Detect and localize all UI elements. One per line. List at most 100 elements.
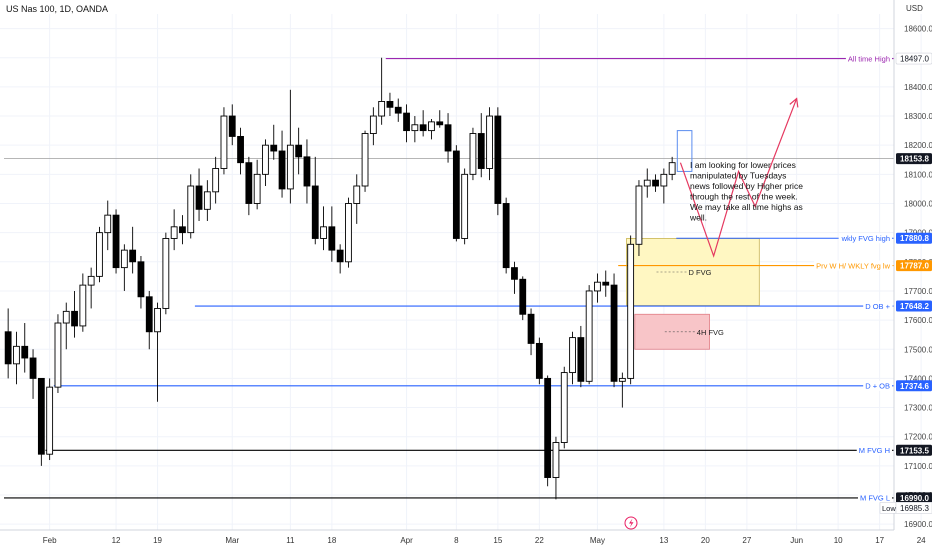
low-price-badge <box>895 502 932 514</box>
candle <box>527 308 535 356</box>
candle <box>79 273 87 332</box>
candle-body <box>668 162 676 175</box>
candle-body <box>320 226 327 239</box>
candle <box>96 226 103 283</box>
level-label: wkly FVG high <box>841 234 890 243</box>
candle <box>544 375 552 487</box>
candle <box>228 104 236 146</box>
lightning-bolt-icon[interactable] <box>624 516 638 530</box>
candle-body <box>594 281 601 292</box>
price-tick-label: 18000.0 <box>904 199 932 208</box>
date-tick-label: Jun <box>790 536 803 545</box>
candle-body <box>378 101 386 117</box>
candle <box>4 308 12 379</box>
price-badge-label: 16990.0 <box>900 494 929 503</box>
candle <box>627 235 635 385</box>
candle-body <box>544 377 552 478</box>
candle <box>278 130 286 198</box>
candle <box>594 273 601 303</box>
projection-arrowhead <box>789 97 799 108</box>
candle <box>403 104 410 143</box>
candle <box>635 180 643 256</box>
zone-label: D FVG <box>689 268 712 277</box>
candle <box>519 276 527 321</box>
candle-body <box>278 150 286 190</box>
price-badge <box>896 380 932 392</box>
candle <box>361 130 369 192</box>
price-tick-label: 17500.0 <box>904 345 932 354</box>
candle-body <box>577 337 585 382</box>
candle-body <box>477 133 485 169</box>
candle-body <box>627 243 635 379</box>
candle-body <box>79 284 87 327</box>
candle-body <box>179 226 186 234</box>
currency-label: USD <box>906 4 923 13</box>
candle <box>13 331 20 385</box>
candle <box>154 302 161 402</box>
candle <box>21 323 29 373</box>
candle-body <box>386 101 394 108</box>
candle-body <box>461 173 469 239</box>
candle-body <box>29 357 37 379</box>
candle <box>461 168 469 245</box>
candle-body <box>452 150 460 239</box>
candle-body <box>62 310 70 324</box>
candle-body <box>87 275 95 286</box>
candle <box>220 107 228 175</box>
candle <box>104 200 112 251</box>
level-label-bg <box>845 53 892 64</box>
candle <box>494 107 502 216</box>
note-line: I am looking for lower prices <box>690 160 796 170</box>
candle-body <box>46 386 54 455</box>
date-tick-label: 22 <box>535 536 544 545</box>
zone-d-fvg <box>626 238 760 306</box>
candle-body <box>618 377 626 382</box>
candle-body <box>403 112 410 132</box>
candle-body <box>187 185 195 234</box>
level-label-bg <box>814 260 893 271</box>
candle <box>54 314 62 393</box>
candle <box>253 159 261 210</box>
candle-body <box>361 133 369 187</box>
candle-body <box>286 144 294 190</box>
candle-body <box>71 310 78 327</box>
candle <box>610 273 618 388</box>
candle <box>303 139 311 204</box>
candle <box>353 174 361 224</box>
price-badge-label: 17787.0 <box>900 262 929 271</box>
candle-body <box>303 156 311 187</box>
candle-body <box>486 115 493 169</box>
price-tick-label: 18400.0 <box>904 83 932 92</box>
projection-path <box>679 98 798 258</box>
candle <box>511 261 518 294</box>
candle <box>179 215 186 245</box>
candle-body <box>436 121 444 126</box>
note-line: We may take all time highs as <box>690 202 803 212</box>
price-tick-label: 18200.0 <box>904 141 932 150</box>
date-tick-label: May <box>590 536 605 545</box>
price-badge-label: 17374.6 <box>900 382 929 391</box>
level-label: D OB + <box>865 302 890 311</box>
note-line: manipulated by Tuesdays <box>690 171 786 181</box>
low-marker-label: Low <box>882 504 896 513</box>
date-tick-label: 19 <box>153 536 162 545</box>
candle-body <box>228 115 236 137</box>
candle <box>237 127 244 175</box>
candle <box>643 168 651 198</box>
date-tick-label: 11 <box>286 536 295 545</box>
chart-title: US Nas 100, 1D, OANDA <box>6 4 109 14</box>
price-tick-label: 17200.0 <box>904 433 932 442</box>
candle <box>328 206 336 262</box>
candle-body <box>610 284 618 382</box>
candle <box>286 89 294 204</box>
price-tick-label: 17100.0 <box>904 462 932 471</box>
candle-body <box>262 144 269 175</box>
date-tick-label: 24 <box>917 536 926 545</box>
candle <box>477 113 485 178</box>
candle-body <box>602 281 610 286</box>
candle-body <box>237 135 244 164</box>
projection-layer <box>676 97 799 258</box>
candle-body <box>635 185 643 245</box>
candle-body <box>4 331 12 365</box>
